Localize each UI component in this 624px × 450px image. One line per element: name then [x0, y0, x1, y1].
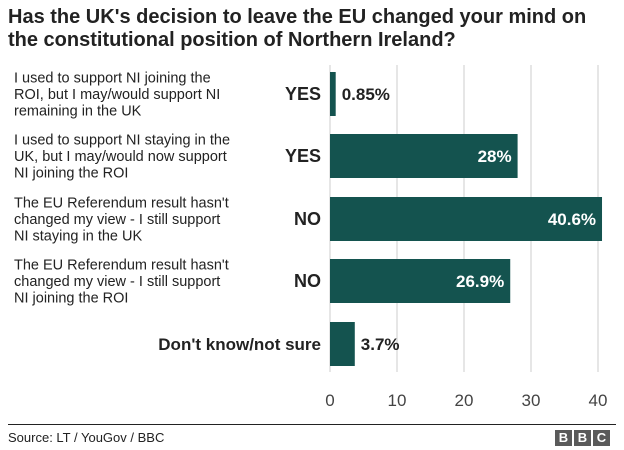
category-label-line: I used to support NI joining the: [14, 71, 211, 87]
category-label: I used to support NI joining the ROI, but…: [14, 71, 220, 120]
chart-title-line-2: the constitutional position of Northern …: [8, 29, 456, 51]
bar: [330, 197, 603, 241]
bar: [330, 259, 511, 303]
group-label: YES: [285, 84, 321, 104]
source-note: Source: LT / YouGov / BBC: [8, 430, 165, 445]
category-label-line: The EU Referendum result hasn't: [14, 258, 229, 274]
category-label-line: NI staying in the UK: [14, 229, 142, 245]
bar-value-label: 3.7%: [361, 335, 400, 354]
category-label: Don't know/not sure: [158, 335, 321, 354]
chart-title-line-1: Has the UK's decision to leave the EU ch…: [8, 6, 587, 28]
category-label-line: I used to support NI staying in the: [14, 133, 230, 149]
category-label: The EU Referendum result hasn't changed m…: [14, 196, 229, 245]
x-tick-label: 20: [455, 391, 474, 410]
group-label: YES: [285, 146, 321, 166]
category-label: The EU Referendum result hasn't changed m…: [14, 258, 229, 307]
bbc-logo-letter-1: B: [555, 430, 572, 446]
bbc-logo-letter-3: C: [593, 430, 610, 446]
category-label-line: NI joining the ROI: [14, 291, 128, 307]
bar: [330, 322, 355, 366]
bbc-logo-letter-2: B: [574, 430, 591, 446]
bar-value-label: 40.6%: [548, 210, 596, 229]
category-label-line: UK, but I may/would now support: [14, 149, 227, 165]
chart-title: Has the UK's decision to leave the EU ch…: [8, 6, 618, 52]
bar-value-label: 0.85%: [342, 85, 390, 104]
x-tick-label: 40: [589, 391, 608, 410]
bar-value-label: 28%: [478, 147, 512, 166]
bar: [330, 134, 518, 178]
bar-value-label: 26.9%: [456, 272, 504, 291]
category-label-line: changed my view - I still support: [14, 212, 220, 228]
category-label: I used to support NI staying in the UK, b…: [14, 133, 230, 182]
group-label: NO: [294, 209, 321, 229]
x-tick-label: 10: [388, 391, 407, 410]
category-label-line: changed my view - I still support: [14, 274, 220, 290]
bbc-logo: B B C: [555, 430, 610, 446]
footer-divider: [8, 424, 616, 425]
x-tick-label: 0: [325, 391, 334, 410]
bar-chart: 0 10 20 30 40 0.85% YES I used to support NI jo…: [14, 65, 608, 410]
group-label: NO: [294, 271, 321, 291]
category-label-line: ROI, but I may/would support NI: [14, 87, 220, 103]
category-label-line: remaining in the UK: [14, 104, 142, 120]
x-tick-label: 30: [522, 391, 541, 410]
category-label-line: The EU Referendum result hasn't: [14, 196, 229, 212]
bar: [330, 72, 336, 116]
category-label-line: NI joining the ROI: [14, 166, 128, 182]
